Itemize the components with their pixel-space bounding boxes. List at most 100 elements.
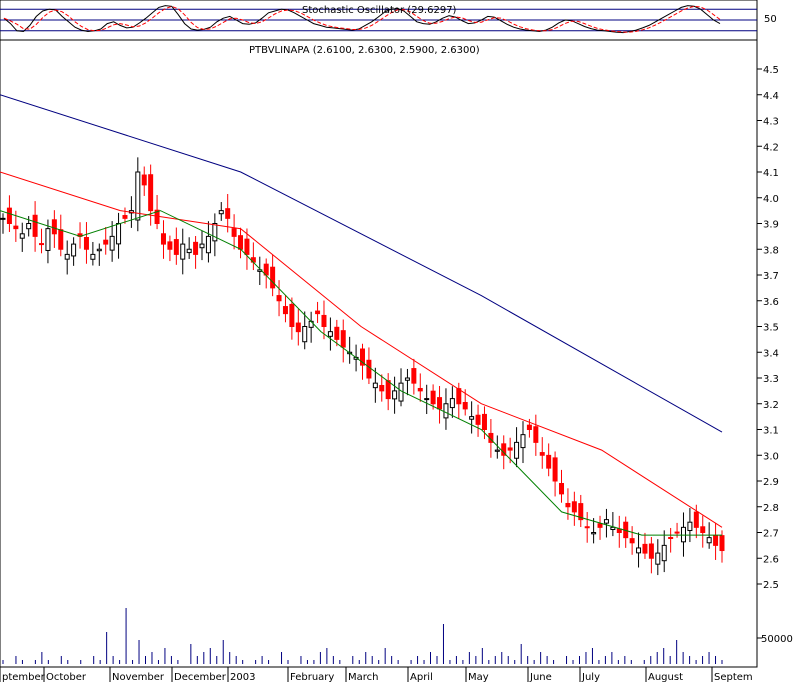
price-tick-label: 4.0 xyxy=(763,194,779,205)
candle-body xyxy=(327,331,333,337)
x-axis-label: March xyxy=(348,672,378,682)
candle-body xyxy=(668,536,674,539)
candle-body xyxy=(443,403,449,419)
candle-body xyxy=(231,228,237,237)
price-y-axis: 4.5 4.4 4.3 4.2 4.1 4.0 3.9 3.8 3.7 3.6 3.5 3.4 3.3 3… xyxy=(757,65,779,591)
price-tick-label: 2.5 xyxy=(763,580,779,591)
candle-body xyxy=(51,219,57,235)
candle-body xyxy=(546,454,552,469)
price-tick-label: 4.5 xyxy=(763,65,779,76)
candle-body xyxy=(295,322,301,333)
x-axis: ptember October November December 2003 Februa… xyxy=(0,666,757,682)
candle-body xyxy=(379,385,385,392)
stochastic-tick-50: 50 xyxy=(764,14,777,25)
price-tick-label: 3.8 xyxy=(763,245,779,256)
candle-body xyxy=(282,306,288,315)
candle-body xyxy=(591,532,597,535)
stochastic-title: Stochastic Oscillator (29.6297) xyxy=(302,5,457,16)
stochastic-lines xyxy=(3,5,721,34)
candle-body xyxy=(565,502,571,508)
candle-body xyxy=(629,538,635,544)
price-tick-label: 3.1 xyxy=(763,426,779,437)
candle-body xyxy=(71,243,77,257)
candle-body xyxy=(372,382,378,389)
candle-body xyxy=(199,243,205,249)
candle-body xyxy=(526,424,532,430)
candle-body xyxy=(225,208,231,219)
candle-body xyxy=(603,519,609,524)
candle-body xyxy=(687,521,693,532)
price-tick-label: 3.3 xyxy=(763,374,779,385)
candle-body xyxy=(661,544,667,562)
x-axis-label: November xyxy=(112,672,165,682)
candle-body xyxy=(719,535,725,552)
candle-body xyxy=(559,482,565,495)
candle-body xyxy=(584,526,590,529)
candle-body xyxy=(507,447,513,451)
candle-body xyxy=(90,253,96,260)
ma-long-line xyxy=(0,94,723,433)
candle-body xyxy=(32,214,38,237)
price-tick-label: 4.4 xyxy=(763,91,779,102)
candle-body xyxy=(180,243,186,260)
candle-body xyxy=(385,380,391,400)
candle-body xyxy=(700,526,706,534)
candle-body xyxy=(83,236,89,250)
candlesticks xyxy=(0,157,725,576)
candle-body xyxy=(706,537,712,544)
candle-body xyxy=(103,239,109,245)
candle-body xyxy=(648,543,654,559)
price-tick-label: 2.6 xyxy=(763,554,779,565)
candle-body xyxy=(533,426,539,443)
x-axis-label: June xyxy=(529,672,552,682)
candle-body xyxy=(141,174,147,186)
candle-body xyxy=(392,390,398,400)
candle-body xyxy=(520,434,526,449)
candle-body xyxy=(552,457,558,482)
price-tick-label: 3.5 xyxy=(763,323,779,334)
right-axis-area xyxy=(757,0,804,667)
candle-body xyxy=(417,387,423,392)
x-axis-label: ptember xyxy=(2,672,46,682)
candle-body xyxy=(212,223,218,242)
candle-body xyxy=(315,310,321,315)
price-tick-label: 3.7 xyxy=(763,271,779,282)
x-axis-label: October xyxy=(46,672,87,682)
candle-body xyxy=(173,239,179,255)
candle-body xyxy=(39,243,45,246)
ma-medium-line xyxy=(0,171,723,528)
candle-body xyxy=(514,441,520,459)
candle-body xyxy=(116,223,122,245)
candle-body xyxy=(64,253,70,260)
price-tick-label: 3.4 xyxy=(763,348,779,359)
candle-body xyxy=(424,398,430,401)
candle-body xyxy=(398,382,404,402)
candle-body xyxy=(597,523,603,528)
candle-body xyxy=(45,228,51,251)
x-axis-label: May xyxy=(468,672,489,682)
price-tick-label: 3.9 xyxy=(763,220,779,231)
x-axis-label: August xyxy=(648,672,683,682)
candle-body xyxy=(276,295,282,302)
candle-body xyxy=(571,501,577,513)
candle-body xyxy=(96,248,102,252)
volume-bars xyxy=(2,608,762,664)
candle-body xyxy=(302,326,308,343)
candle-body xyxy=(501,443,507,456)
candle-body xyxy=(218,210,224,215)
candle-body xyxy=(148,174,154,212)
volume-tick-50000: 50000 xyxy=(761,634,793,645)
price-tick-label: 4.3 xyxy=(763,117,779,128)
candle-body xyxy=(462,401,468,410)
x-axis-label: 2003 xyxy=(230,672,255,682)
candle-body xyxy=(642,543,648,554)
x-axis-label: April xyxy=(410,672,433,682)
x-axis-label: Septem xyxy=(714,672,753,682)
price-tick-label: 2.9 xyxy=(763,477,779,488)
candle-body xyxy=(693,511,699,528)
price-panel xyxy=(0,39,758,668)
ma-short-line xyxy=(0,210,722,536)
price-title: PTBVLINAPA (2.6100, 2.6300, 2.5900, 2.63… xyxy=(249,45,480,56)
stochastic-d-line xyxy=(3,5,721,33)
